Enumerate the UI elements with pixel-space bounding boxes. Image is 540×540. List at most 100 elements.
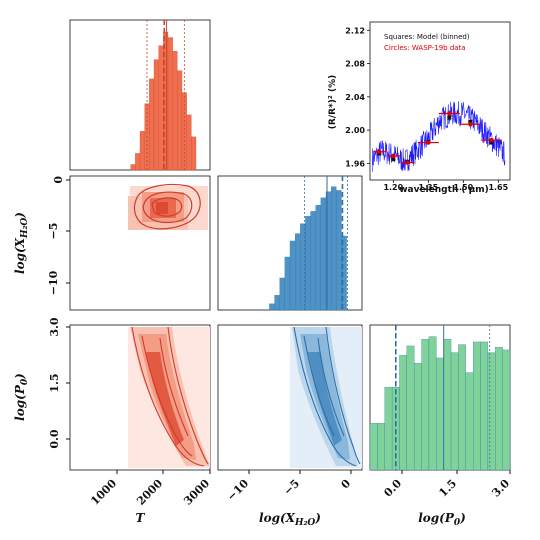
inset-x-axis-label: wavelength ( μm) bbox=[399, 185, 489, 195]
y-axis-label-xh2o: log(XH₂O) bbox=[13, 212, 30, 274]
y-tick-label: 0.0 bbox=[48, 429, 61, 448]
xh2o-t-frame bbox=[69, 175, 211, 311]
inset-y-axis-label: (R/R*)² (%) bbox=[328, 75, 338, 129]
histogram-bar bbox=[384, 387, 393, 471]
histogram-bar bbox=[158, 45, 164, 171]
data-circle bbox=[391, 153, 396, 159]
inset-y-tick-label: 2.08 bbox=[345, 60, 365, 69]
histogram-bar bbox=[480, 341, 489, 471]
density-contour bbox=[141, 335, 193, 457]
x-ticks-t: 1000 2000 3000 bbox=[88, 470, 212, 508]
histogram-bar bbox=[428, 336, 437, 471]
histogram-bar bbox=[177, 70, 183, 171]
histogram-bar bbox=[274, 295, 280, 311]
histogram-bar bbox=[149, 78, 155, 171]
histogram-bar bbox=[279, 277, 286, 311]
x-tick-label: 1000 bbox=[88, 477, 119, 508]
y-ticks-xh2o: 0 −5 −10 bbox=[47, 176, 70, 295]
x-tick-label: −10 bbox=[225, 477, 252, 504]
histogram-bar bbox=[450, 352, 459, 471]
histogram-bar bbox=[305, 216, 311, 311]
density-contour bbox=[293, 326, 357, 467]
y-ticks-p0: 3.0 1.5 0.0 bbox=[48, 317, 70, 449]
t-p0-density bbox=[128, 326, 210, 468]
inset-x-tick-label: 1.50 bbox=[453, 183, 473, 192]
model-square bbox=[489, 140, 494, 145]
histogram-bar bbox=[502, 349, 511, 471]
y-tick-label: 0 bbox=[52, 176, 65, 184]
inset-x-tick-label: 1.20 bbox=[383, 183, 403, 192]
density-contour bbox=[151, 197, 183, 217]
data-circle bbox=[405, 160, 410, 165]
histogram-bar bbox=[153, 59, 159, 171]
y-tick-label: 1.5 bbox=[48, 373, 61, 392]
inset-y-tick-label: 2.04 bbox=[345, 93, 365, 102]
histogram-bar bbox=[458, 344, 466, 471]
histogram-bar bbox=[421, 339, 430, 471]
density-contour bbox=[133, 183, 201, 230]
histogram-bar bbox=[135, 153, 141, 171]
x-tick-label: 0.0 bbox=[381, 477, 404, 500]
data-circle bbox=[489, 137, 494, 143]
x-axis-label-p0: log(P0) bbox=[418, 511, 466, 528]
x-ticks-xh2o: −10 −5 0 bbox=[225, 470, 353, 504]
p0-histogram bbox=[369, 325, 511, 471]
y-tick-label: −5 bbox=[47, 223, 60, 240]
x-tick-label: 3.0 bbox=[489, 477, 512, 500]
inset-x-ticks: 1.20 1.35 1.50 1.65 bbox=[383, 180, 509, 192]
x-axis-label-xh2o: log(XH₂O) bbox=[259, 511, 321, 528]
model-square bbox=[447, 115, 452, 120]
histogram-bar bbox=[436, 357, 444, 471]
histogram-bar bbox=[495, 347, 503, 471]
model-square bbox=[391, 157, 396, 162]
histogram-bar bbox=[172, 51, 178, 171]
x-axis-label-t: T bbox=[136, 511, 146, 525]
density-contour bbox=[131, 326, 205, 467]
x-tick-label: 3000 bbox=[181, 477, 212, 508]
spectrum-plot bbox=[372, 101, 506, 172]
model-square bbox=[468, 119, 473, 124]
inset-frame bbox=[369, 21, 511, 181]
density-region bbox=[308, 352, 342, 446]
histogram-bar bbox=[289, 240, 296, 311]
histogram-bar bbox=[130, 164, 136, 171]
histogram-bar bbox=[399, 355, 407, 471]
histogram-bar bbox=[294, 233, 301, 311]
data-circle bbox=[447, 111, 452, 116]
density-contour bbox=[303, 335, 335, 437]
y-axis-label-p0: log(P0) bbox=[13, 373, 30, 421]
density-bin bbox=[156, 202, 168, 214]
t-histogram bbox=[130, 20, 197, 171]
histogram-bar bbox=[369, 423, 378, 471]
histogram-bar bbox=[377, 423, 385, 471]
inset-y-tick-label: 2.00 bbox=[345, 126, 365, 135]
density-contour bbox=[325, 326, 361, 465]
data-circle bbox=[468, 122, 473, 127]
histogram-bar bbox=[284, 256, 291, 311]
data-circle bbox=[377, 149, 382, 154]
histogram-bar bbox=[186, 114, 192, 171]
x-tick-label: −5 bbox=[281, 477, 302, 498]
inset-x-tick-label: 1.35 bbox=[418, 183, 438, 192]
y-tick-label: −10 bbox=[47, 270, 60, 295]
spectrum-inset: 2.12 2.08 2.04 2.00 1.96 1.20 1.35 1.50 1.65 Sq… bbox=[328, 21, 511, 195]
density-contour bbox=[317, 337, 345, 437]
x-ticks-p0: 0.0 1.5 3.0 bbox=[381, 470, 512, 500]
y-tick-label: 3.0 bbox=[48, 317, 61, 336]
density-contour bbox=[142, 191, 193, 224]
histogram-bar bbox=[310, 211, 316, 311]
histogram-bar bbox=[320, 197, 327, 311]
histogram-bar bbox=[167, 37, 173, 171]
histogram-bar bbox=[315, 205, 322, 311]
histogram-bar bbox=[473, 341, 481, 471]
histogram-bar bbox=[139, 131, 145, 171]
histogram-bar bbox=[487, 352, 496, 471]
x-tick-label: 2000 bbox=[134, 477, 165, 508]
density-region bbox=[146, 352, 184, 446]
histogram-bar bbox=[414, 363, 422, 471]
histogram-bar bbox=[269, 303, 275, 311]
histogram-bar bbox=[406, 345, 415, 471]
xh2o-histogram bbox=[269, 176, 349, 311]
density-contour bbox=[159, 337, 189, 437]
